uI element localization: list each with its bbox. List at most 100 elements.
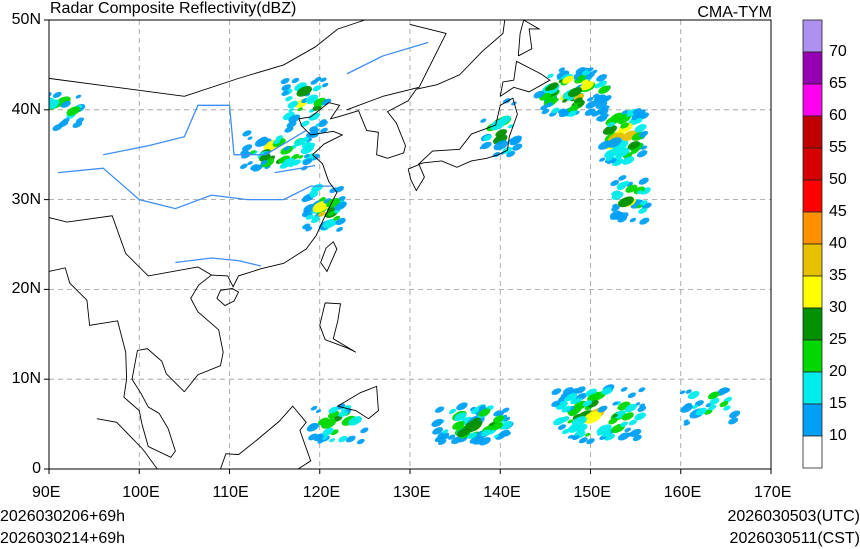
echo-cell [301, 195, 312, 203]
echo-cell [511, 101, 517, 106]
echo-cell [625, 184, 638, 193]
lat-tick-label: 30N [11, 190, 41, 208]
echo-cell [321, 82, 329, 88]
echo-cell [284, 126, 294, 133]
echo-cell [568, 110, 577, 116]
echo-cell [329, 438, 336, 443]
river [346, 41, 429, 75]
echo-cell [308, 422, 317, 429]
coastline [216, 288, 240, 307]
echo-cell [551, 107, 560, 114]
echo-cell [283, 146, 291, 151]
echo-cell [594, 82, 603, 89]
echo-cell [598, 85, 611, 94]
echo-cell [315, 409, 322, 413]
colorbar-label: 45 [829, 203, 847, 220]
colorbar-swatch [802, 83, 823, 117]
echo-cell [636, 150, 648, 158]
colorbar-swatch [802, 275, 823, 309]
echo-cell [619, 120, 625, 125]
echo-cell [247, 136, 253, 140]
echo-cell [303, 203, 316, 213]
echo-cell [541, 108, 550, 115]
echo-cell [454, 412, 467, 421]
coastline [407, 163, 425, 192]
echo-cell [321, 418, 337, 429]
colorbar-label: 70 [829, 43, 847, 60]
echo-cell [634, 124, 647, 133]
echo-cell [574, 97, 583, 104]
echo-cell [300, 120, 310, 127]
echo-cell [691, 404, 699, 409]
lat-tick-label: 20N [11, 280, 41, 298]
echo-cell [634, 412, 646, 421]
echo-cell [578, 393, 586, 399]
echo-cell [434, 406, 445, 413]
echo-cell [75, 94, 82, 99]
echo-cell [584, 108, 596, 116]
echo-cell [638, 177, 649, 185]
echo-cell [567, 419, 574, 424]
echo-cell [615, 147, 630, 158]
echo-cell [612, 401, 619, 406]
echo-cell [608, 417, 618, 425]
reflectivity-echoes [49, 67, 741, 446]
coastline [48, 267, 185, 458]
echo-cell [561, 405, 572, 413]
lat-tick-label: 10N [11, 370, 41, 388]
echo-cell [447, 434, 456, 440]
echo-cell [478, 408, 491, 417]
echo-cell [717, 387, 729, 396]
coastline [48, 215, 212, 277]
valid-time-cst: 2026030511(CST) [729, 530, 860, 547]
echo-cell [621, 110, 628, 115]
echo-cell [617, 184, 626, 191]
echo-cell [630, 148, 639, 154]
echo-cell [638, 387, 646, 393]
echo-cell [639, 200, 648, 206]
echo-cell [620, 122, 629, 129]
echo-cell [493, 434, 500, 439]
echo-cell [503, 431, 511, 437]
echo-cell [582, 400, 593, 407]
echo-cell [257, 138, 269, 146]
echo-cell [605, 155, 614, 162]
echo-cell [493, 140, 509, 151]
echo-cell [632, 108, 642, 115]
echo-cell [687, 391, 700, 400]
echo-cell [322, 218, 337, 229]
echo-cell [638, 207, 648, 214]
echo-cell [473, 409, 479, 413]
echo-cell [280, 77, 290, 85]
echo-cell [596, 74, 608, 82]
colorbar-swatch [802, 211, 823, 245]
echo-cell [599, 157, 606, 162]
echo-cell [479, 145, 486, 150]
coastline [96, 418, 158, 470]
echo-cell [451, 436, 463, 445]
echo-cell [76, 117, 85, 124]
echo-cell [560, 392, 568, 398]
echo-cell [601, 430, 612, 437]
echo-cell [317, 211, 326, 217]
echo-cell [635, 402, 641, 406]
echo-cell [584, 432, 591, 437]
colorbar-label: 55 [829, 139, 847, 156]
echo-cell [336, 227, 344, 232]
init-time-cst: 2026030214+69h [0, 530, 126, 547]
lon-tick-label: 110E [212, 484, 249, 501]
lon-tick-label: 100E [122, 484, 160, 501]
colorbar-label: 10 [829, 427, 847, 444]
echo-cell [338, 410, 349, 418]
echo-cell [628, 419, 637, 426]
echo-cell [328, 406, 339, 414]
echo-cell [708, 391, 720, 400]
colorbar-swatch [802, 435, 823, 469]
echo-cell [305, 94, 319, 103]
echo-cell [719, 400, 729, 408]
coastline [320, 241, 338, 273]
echo-cell [512, 143, 523, 151]
echo-cell [52, 91, 62, 98]
colorbar-swatch [802, 339, 823, 373]
echo-cell [310, 405, 318, 411]
